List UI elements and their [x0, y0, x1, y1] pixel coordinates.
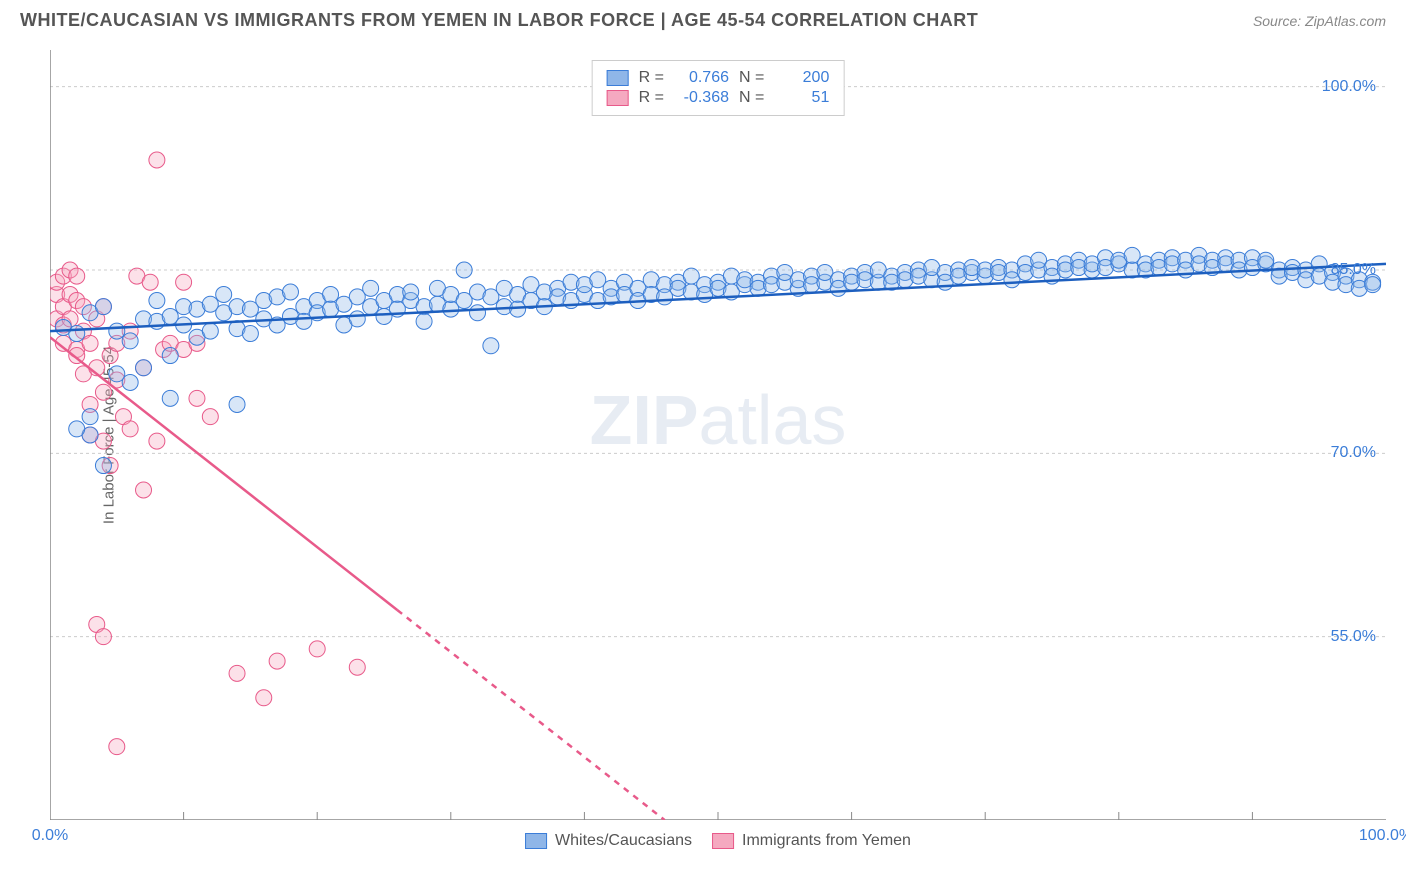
legend-item: Whites/Caucasians	[525, 832, 692, 850]
swatch-blue	[607, 70, 629, 86]
scatter-plot	[50, 50, 1386, 820]
n-label: N =	[739, 89, 764, 107]
chart-header: WHITE/CAUCASIAN VS IMMIGRANTS FROM YEMEN…	[0, 0, 1406, 36]
swatch-pink	[712, 833, 734, 849]
legend-item: Immigrants from Yemen	[712, 832, 911, 850]
series-legend: Whites/Caucasians Immigrants from Yemen	[525, 832, 911, 850]
r-label: R =	[639, 69, 664, 87]
chart-area: In Labor Force | Age 45-54 ZIPatlas R = …	[50, 50, 1386, 820]
x-tick-label: 0.0%	[32, 827, 68, 845]
x-tick-label: 100.0%	[1359, 827, 1406, 845]
y-tick-label: 100.0%	[1322, 78, 1376, 96]
correlation-stats-legend: R = 0.766 N = 200 R = -0.368 N = 51	[592, 60, 845, 116]
y-tick-label: 85.0%	[1331, 261, 1376, 279]
y-tick-label: 70.0%	[1331, 444, 1376, 462]
swatch-pink	[607, 90, 629, 106]
n-value: 51	[774, 89, 829, 107]
n-value: 200	[774, 69, 829, 87]
stat-row: R = 0.766 N = 200	[607, 69, 830, 87]
source-attribution: Source: ZipAtlas.com	[1253, 13, 1386, 29]
y-tick-label: 55.0%	[1331, 628, 1376, 646]
r-label: R =	[639, 89, 664, 107]
r-value: 0.766	[674, 69, 729, 87]
swatch-blue	[525, 833, 547, 849]
stat-row: R = -0.368 N = 51	[607, 89, 830, 107]
chart-title: WHITE/CAUCASIAN VS IMMIGRANTS FROM YEMEN…	[20, 10, 978, 31]
r-value: -0.368	[674, 89, 729, 107]
legend-label: Immigrants from Yemen	[742, 832, 911, 850]
n-label: N =	[739, 69, 764, 87]
legend-label: Whites/Caucasians	[555, 832, 692, 850]
